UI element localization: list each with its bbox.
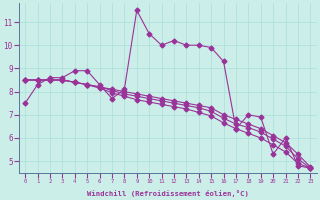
X-axis label: Windchill (Refroidissement éolien,°C): Windchill (Refroidissement éolien,°C) bbox=[87, 190, 249, 197]
